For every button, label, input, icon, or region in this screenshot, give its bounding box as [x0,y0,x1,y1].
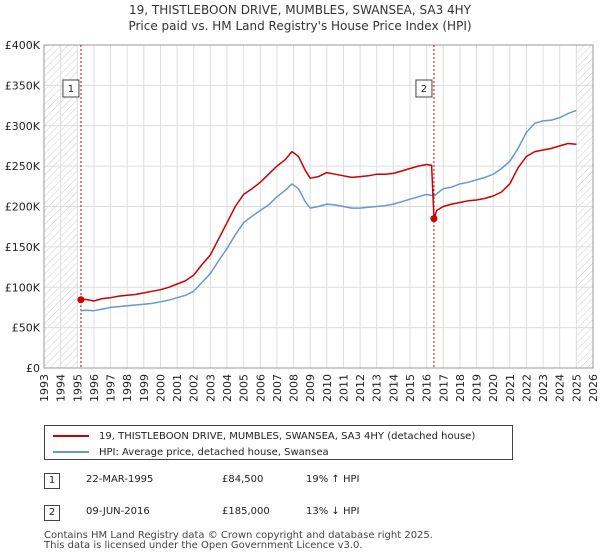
sale-hpi-diff: 13% ↓ HPI [306,506,360,517]
sale-number-badge: 2 [44,505,60,521]
x-tick-label: 1997 [105,374,118,402]
x-tick-label: 2006 [254,374,267,402]
x-tick-label: 2001 [171,374,184,402]
y-tick-label: £200K [5,201,41,214]
x-tick-label: 2021 [504,374,517,402]
sale-number-badge: 1 [44,473,60,489]
footer-licence: This data is licensed under the Open Gov… [44,540,363,551]
x-tick-label: 2003 [204,374,217,402]
x-tick-label: 2018 [454,374,467,402]
x-tick-label: 2010 [321,374,334,402]
sale-point [430,215,438,223]
y-tick-label: £150K [5,241,41,254]
x-tick-label: 2019 [471,374,484,402]
x-tick-label: 1999 [138,374,151,402]
x-tick-label: 1996 [88,374,101,402]
legend: 19, THISTLEBOON DRIVE, MUMBLES, SWANSEA,… [44,425,513,460]
x-tick-label: 2024 [554,374,567,402]
sale-hpi-diff: 19% ↑ HPI [306,474,360,485]
x-tick-label: 2005 [238,374,251,402]
y-tick-label: £250K [5,160,41,173]
sale-marker-box [415,79,433,98]
x-tick-label: 1995 [71,374,84,402]
sale-marker-label: 1 [68,84,74,95]
series-line-hpi [80,109,577,312]
legend-item-hpi: HPI: Average price, detached house, Swan… [53,444,329,460]
x-tick-label: 2020 [487,374,500,402]
footer-copyright: Contains HM Land Registry data © Crown c… [44,530,433,541]
x-tick-label: 2014 [387,374,400,402]
footer: Contains HM Land Registry data © Crown c… [44,531,433,551]
x-tick-label: 2022 [520,374,533,402]
chart-title: 19, THISTLEBOON DRIVE, MUMBLES, SWANSEA,… [129,3,472,17]
sale-date: 09-JUN-2016 [86,506,150,517]
y-tick-label: £0 [26,362,40,375]
y-tick-label: £100K [5,281,41,294]
sale-date: 22-MAR-1995 [86,474,154,485]
x-tick-label: 2023 [537,374,550,402]
x-tick-label: 2011 [337,374,350,402]
x-tick-label: 2009 [304,374,317,402]
sale-marker-box [62,79,80,98]
legend-label-hpi: HPI: Average price, detached house, Swan… [99,446,329,458]
legend-item-property: 19, THISTLEBOON DRIVE, MUMBLES, SWANSEA,… [53,428,475,444]
x-tick-label: 2000 [154,374,167,402]
y-tick-label: £400K [5,39,41,52]
x-tick-label: 2025 [570,374,583,402]
x-tick-label: 1994 [55,374,68,402]
series-line-property [80,142,577,302]
legend-label-property: 19, THISTLEBOON DRIVE, MUMBLES, SWANSEA,… [99,430,476,442]
sale-marker-label: 2 [421,84,427,95]
legend-swatch-hpi [53,451,89,453]
sale-price: £84,500 [222,474,264,485]
x-tick-label: 2017 [437,374,450,402]
plot-frame [43,44,594,369]
x-tick-label: 2002 [188,374,201,402]
sale-point [77,296,85,304]
y-tick-label: £300K [5,120,41,133]
x-tick-label: 2026 [587,374,600,402]
chart-subtitle: Price paid vs. HM Land Registry's House … [128,19,471,33]
price-chart: 19, THISTLEBOON DRIVE, MUMBLES, SWANSEA,… [5,3,600,402]
y-tick-label: £350K [5,79,41,92]
y-tick-label: £50K [12,322,41,335]
x-tick-label: 1998 [121,374,134,402]
x-tick-label: 2007 [271,374,284,402]
x-tick-label: 2004 [221,374,234,402]
sale-price: £185,000 [222,506,270,517]
x-tick-label: 2015 [404,374,417,402]
x-tick-label: 2008 [288,374,301,402]
x-tick-label: 2016 [421,374,434,402]
x-tick-label: 2012 [354,374,367,402]
x-tick-label: 1993 [38,374,51,402]
x-tick-label: 2013 [371,374,384,402]
legend-swatch-property [53,435,89,437]
